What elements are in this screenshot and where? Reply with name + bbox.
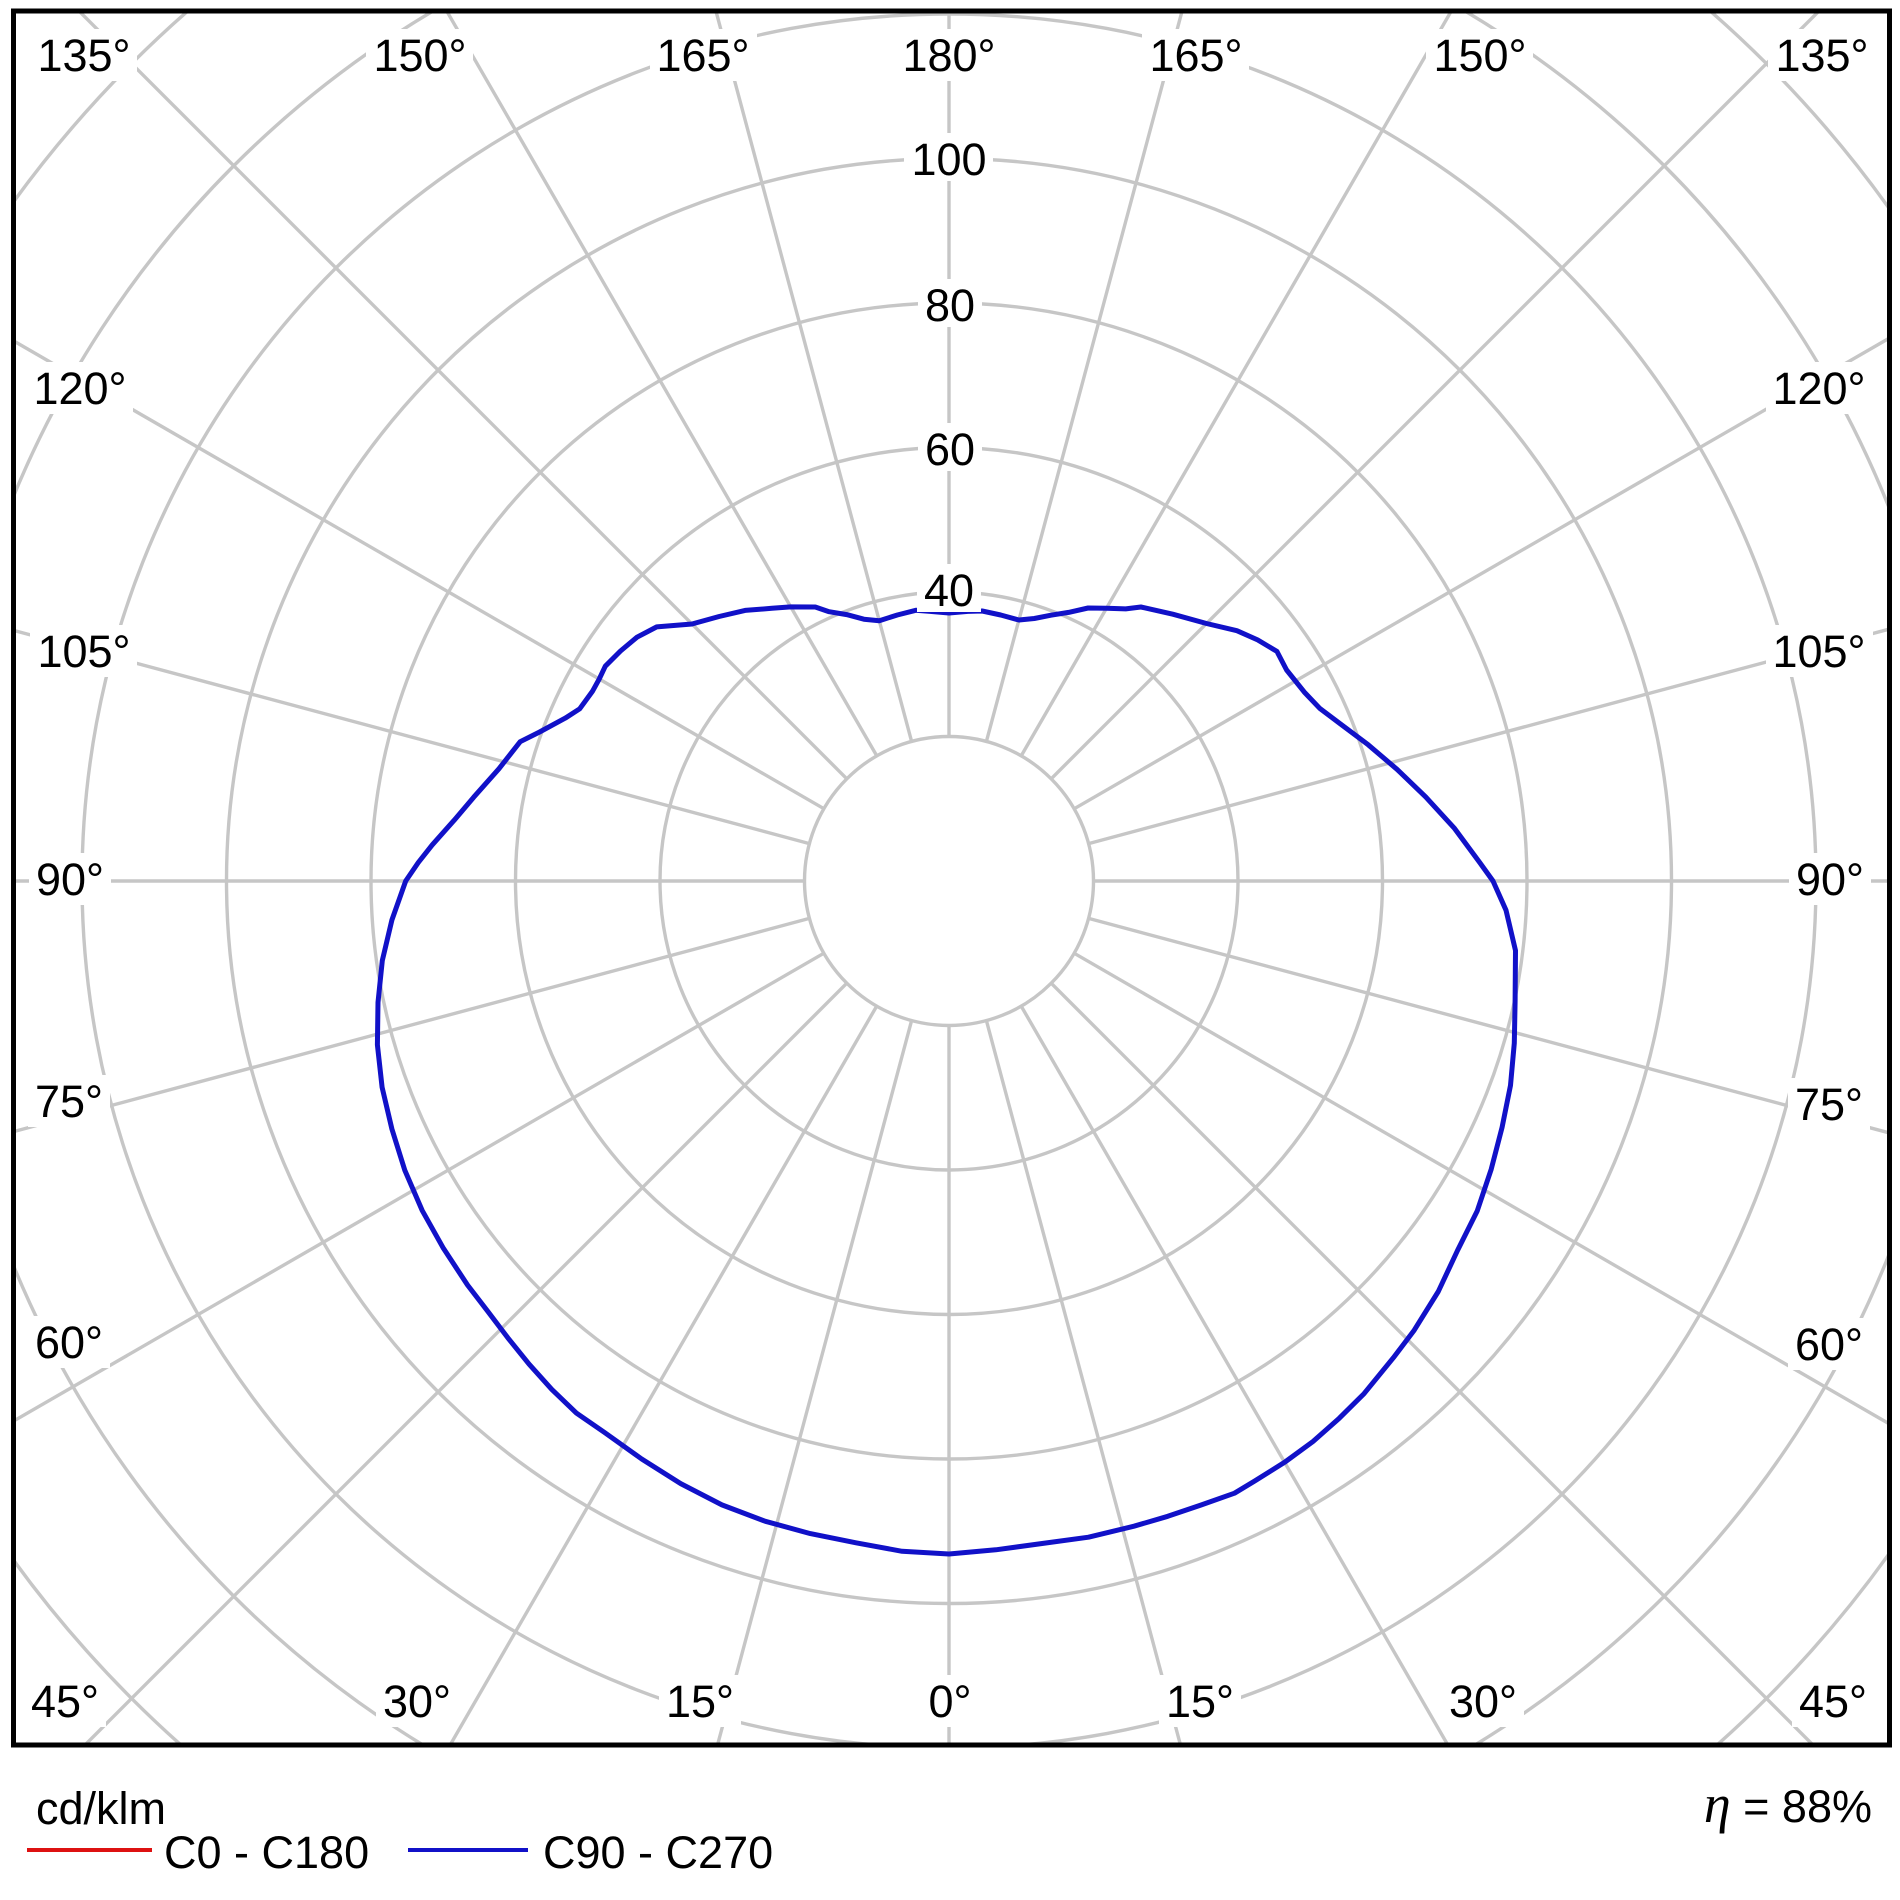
svg-text:90°: 90° xyxy=(36,854,104,905)
svg-text:60: 60 xyxy=(925,424,975,475)
svg-text:105°: 105° xyxy=(37,626,130,677)
svg-text:75°: 75° xyxy=(35,1076,103,1127)
svg-text:15°: 15° xyxy=(1166,1676,1234,1727)
svg-text:135°: 135° xyxy=(1775,30,1868,81)
svg-text:80: 80 xyxy=(925,280,975,331)
svg-text:150°: 150° xyxy=(1433,30,1526,81)
svg-text:150°: 150° xyxy=(373,30,466,81)
svg-text:135°: 135° xyxy=(37,30,130,81)
svg-text:30°: 30° xyxy=(1449,1676,1517,1727)
svg-text:120°: 120° xyxy=(33,363,126,414)
svg-text:165°: 165° xyxy=(656,30,749,81)
svg-text:30°: 30° xyxy=(383,1676,451,1727)
svg-text:cd/klm: cd/klm xyxy=(36,1783,166,1834)
svg-text:C90 - C270: C90 - C270 xyxy=(543,1827,773,1878)
svg-text:180°: 180° xyxy=(902,30,995,81)
svg-text:C0 - C180: C0 - C180 xyxy=(164,1827,369,1878)
svg-text:15°: 15° xyxy=(666,1676,734,1727)
svg-text:75°: 75° xyxy=(1795,1079,1863,1130)
svg-text:165°: 165° xyxy=(1149,30,1242,81)
svg-text:60°: 60° xyxy=(35,1317,103,1368)
svg-text:120°: 120° xyxy=(1772,363,1865,414)
svg-text:90°: 90° xyxy=(1796,854,1864,905)
svg-text:η = 88%: η = 88% xyxy=(1704,1774,1872,1834)
svg-text:0°: 0° xyxy=(928,1676,971,1727)
svg-text:105°: 105° xyxy=(1772,626,1865,677)
svg-text:60°: 60° xyxy=(1795,1319,1863,1370)
svg-text:40: 40 xyxy=(924,565,974,616)
svg-text:45°: 45° xyxy=(31,1676,99,1727)
svg-text:45°: 45° xyxy=(1799,1676,1867,1727)
svg-text:100: 100 xyxy=(911,134,986,185)
